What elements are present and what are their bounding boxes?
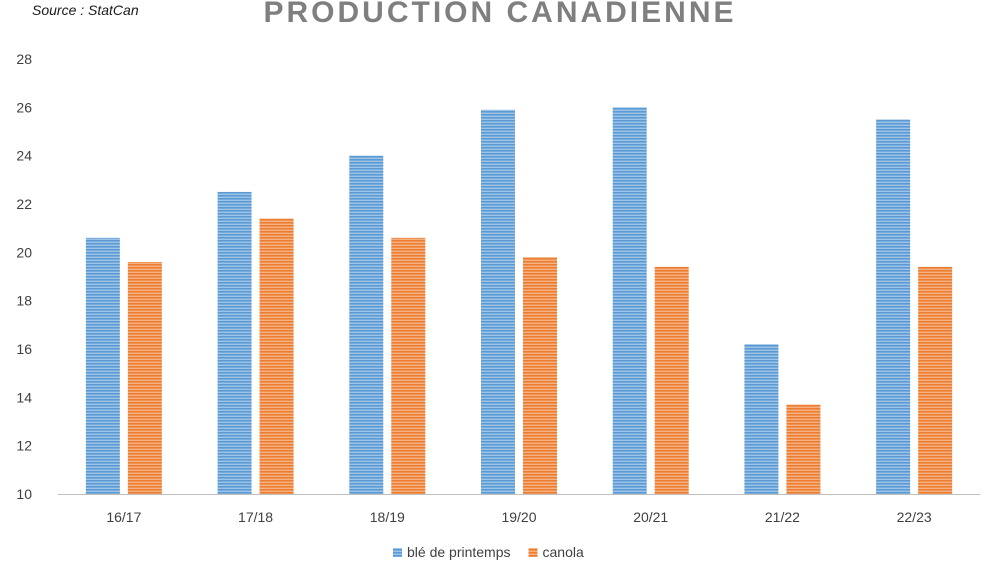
bar-canola-18-19 <box>391 237 426 495</box>
x-tick-label: 20/21 <box>633 509 668 525</box>
legend-swatch <box>393 548 402 557</box>
y-tick-label: 10 <box>16 486 32 502</box>
y-tick-label: 28 <box>16 51 32 67</box>
bar-ble-de-printemps-18-19 <box>349 155 384 494</box>
y-tick-label: 18 <box>16 293 32 309</box>
bar-canola-21-22 <box>786 404 821 494</box>
x-tick-label: 19/20 <box>501 509 536 525</box>
y-tick-label: 12 <box>16 438 32 454</box>
y-axis-tick-labels: 10 12 14 16 18 20 22 24 26 28 <box>16 51 32 502</box>
bar-ble-de-printemps-20-21 <box>612 107 647 494</box>
legend: blé de printemps canola <box>393 544 584 560</box>
chart-title: PRODUCTION CANADIENNE <box>263 0 737 29</box>
y-tick-label: 24 <box>16 148 32 164</box>
bar-canola-16-17 <box>127 262 162 494</box>
x-tick-label: 16/17 <box>106 509 141 525</box>
bar-series-group <box>85 107 953 495</box>
bar-ble-de-printemps-21-22 <box>744 344 779 494</box>
y-tick-label: 22 <box>16 196 32 212</box>
bar-canola-22-23 <box>918 266 953 494</box>
y-tick-label: 26 <box>16 99 32 115</box>
bar-ble-de-printemps-16-17 <box>85 237 120 495</box>
bar-ble-de-printemps-17-18 <box>217 191 252 494</box>
bar-ble-de-printemps-22-23 <box>876 119 911 495</box>
bar-canola-20-21 <box>654 266 689 494</box>
bar-ble-de-printemps-19-20 <box>481 109 515 494</box>
y-tick-label: 16 <box>16 341 32 357</box>
legend-label: canola <box>543 544 584 560</box>
y-tick-label: 20 <box>16 244 32 260</box>
x-tick-label: 21/22 <box>765 509 800 525</box>
x-tick-label: 18/19 <box>370 509 405 525</box>
source-note: Source : StatCan <box>32 2 139 18</box>
y-tick-label: 14 <box>16 389 32 405</box>
x-tick-label: 22/23 <box>897 509 932 525</box>
legend-label: blé de printemps <box>407 544 511 560</box>
bar-canola-19-20 <box>523 257 557 494</box>
x-axis-tick-labels: 16/17 17/18 18/19 19/20 20/21 21/22 22/23 <box>106 509 932 525</box>
bar-canola-17-18 <box>259 218 294 494</box>
x-tick-label: 17/18 <box>238 509 273 525</box>
legend-swatch <box>528 548 538 557</box>
